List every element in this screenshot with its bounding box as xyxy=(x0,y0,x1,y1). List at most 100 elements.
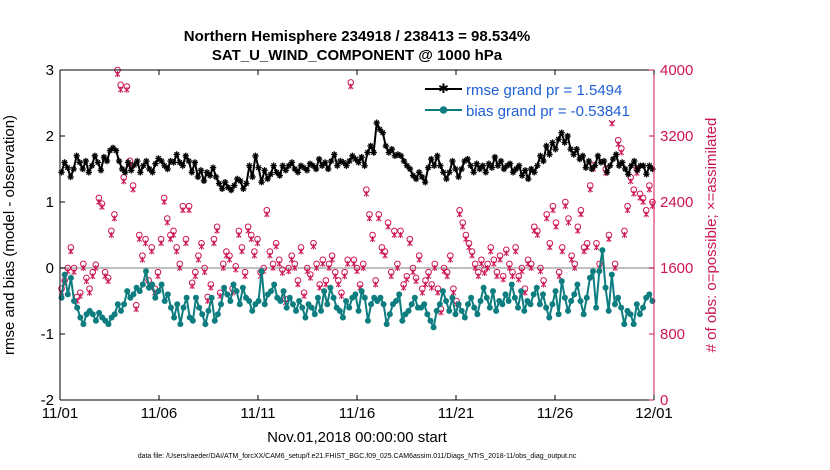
bias-point xyxy=(155,288,162,295)
x-tick-label: 11/16 xyxy=(339,405,375,422)
bias-point xyxy=(61,271,68,278)
rmse-point xyxy=(143,157,150,165)
bias-point xyxy=(408,301,415,308)
rmse-point xyxy=(579,152,586,159)
obs-assimilated-point xyxy=(575,227,581,234)
rmse-point xyxy=(506,160,514,167)
obs-assimilated-point xyxy=(351,260,357,267)
obs-assimilated-point xyxy=(413,278,419,285)
rmse-point xyxy=(552,146,559,153)
obs-assimilated-point xyxy=(491,260,497,267)
bias-point xyxy=(355,307,362,314)
rmse-point xyxy=(440,169,447,176)
rmse-point xyxy=(603,169,611,176)
left-y-tick-label: -1 xyxy=(41,326,54,343)
rmse-point xyxy=(294,169,302,176)
bias-point xyxy=(599,247,606,254)
obs-assimilated-point xyxy=(466,244,472,251)
rmse-point xyxy=(515,162,523,169)
obs-assimilated-point xyxy=(251,252,258,259)
obs-assimilated-point xyxy=(124,86,130,93)
obs-assimilated-point xyxy=(587,186,593,193)
bias-point xyxy=(218,301,225,308)
rmse-point xyxy=(631,157,638,165)
bias-point xyxy=(368,301,375,308)
obs-assimilated-point xyxy=(404,276,410,283)
obs-assimilated-point xyxy=(559,248,566,255)
obs-assimilated-point xyxy=(615,141,621,148)
obs-assimilated-point xyxy=(111,215,118,222)
bias-point xyxy=(377,294,384,301)
obs-assimilated-point xyxy=(478,260,485,267)
bias-point xyxy=(633,301,640,308)
bias-point xyxy=(446,307,453,314)
plot-area xyxy=(60,70,654,400)
obs-assimilated-point xyxy=(379,248,385,255)
obs-assimilated-point xyxy=(242,273,248,280)
rmse-point xyxy=(164,165,171,173)
rmse-point xyxy=(622,165,629,173)
obs-assimilated-point xyxy=(643,211,649,218)
obs-assimilated-point xyxy=(192,273,199,280)
obs-assimilated-point xyxy=(198,243,205,250)
bias-point xyxy=(649,298,656,304)
rmse-point xyxy=(179,162,186,169)
x-tick-label: 11/11 xyxy=(240,405,275,422)
bias-point xyxy=(427,317,434,324)
bias-point xyxy=(117,307,124,314)
bias-point xyxy=(396,291,403,298)
bias-point xyxy=(214,311,221,318)
bias-point xyxy=(308,304,315,311)
rmse-point xyxy=(431,162,438,169)
obs-assimilated-point xyxy=(571,265,578,271)
rmse-point xyxy=(70,165,77,173)
obs-assimilated-point xyxy=(621,232,628,238)
obs-assimilated-point xyxy=(155,273,161,280)
bias-point xyxy=(236,301,243,308)
rmse-point xyxy=(612,151,620,158)
obs-assimilated-point xyxy=(506,265,513,271)
obs-assimilated-point xyxy=(416,256,422,263)
rmse-point xyxy=(558,129,565,136)
obs-assimilated-point xyxy=(121,178,127,185)
obs-assimilated-point xyxy=(117,86,124,93)
bias-point xyxy=(515,304,522,311)
bias-point xyxy=(436,301,443,308)
obs-assimilated-point xyxy=(236,232,242,238)
rmse-point xyxy=(458,165,465,173)
obs-assimilated-point xyxy=(273,243,279,250)
obs-assimilated-point xyxy=(298,248,304,255)
rmse-point xyxy=(288,159,296,166)
bias-point xyxy=(424,311,431,318)
bias-point xyxy=(527,301,534,308)
left-y-axis-label: rmse and bias (model - observation) xyxy=(1,115,18,355)
bias-point xyxy=(161,298,168,304)
obs-assimilated-point xyxy=(93,265,99,271)
rmse-point xyxy=(594,152,602,159)
obs-assimilated-point xyxy=(609,120,615,127)
bias-point xyxy=(586,274,593,281)
obs-assimilated-point xyxy=(223,252,230,259)
right-y-tick-label: 3200 xyxy=(660,128,693,145)
obs-assimilated-point xyxy=(292,265,298,271)
obs-assimilated-point xyxy=(158,240,164,247)
bias-point xyxy=(299,304,306,311)
rmse-point xyxy=(591,162,599,169)
obs-assimilated-point xyxy=(366,215,373,222)
bias-point xyxy=(227,298,234,304)
obs-assimilated-point xyxy=(139,256,146,263)
bias-point xyxy=(561,294,568,301)
obs-assimilated-point xyxy=(640,199,646,205)
obs-assimilated-point xyxy=(248,236,255,243)
obs-assimilated-point xyxy=(400,284,407,291)
left-y-tick-label: -2 xyxy=(41,392,54,409)
obs-assimilated-point xyxy=(335,281,342,288)
bias-point xyxy=(568,298,575,304)
bias-point xyxy=(386,311,393,318)
obs-assimilated-point xyxy=(624,207,631,214)
obs-assimilated-point xyxy=(254,240,261,247)
obs-assimilated-point xyxy=(525,260,531,267)
obs-assimilated-point xyxy=(394,265,401,271)
obs-assimilated-point xyxy=(419,289,426,296)
bias-point xyxy=(518,288,525,295)
